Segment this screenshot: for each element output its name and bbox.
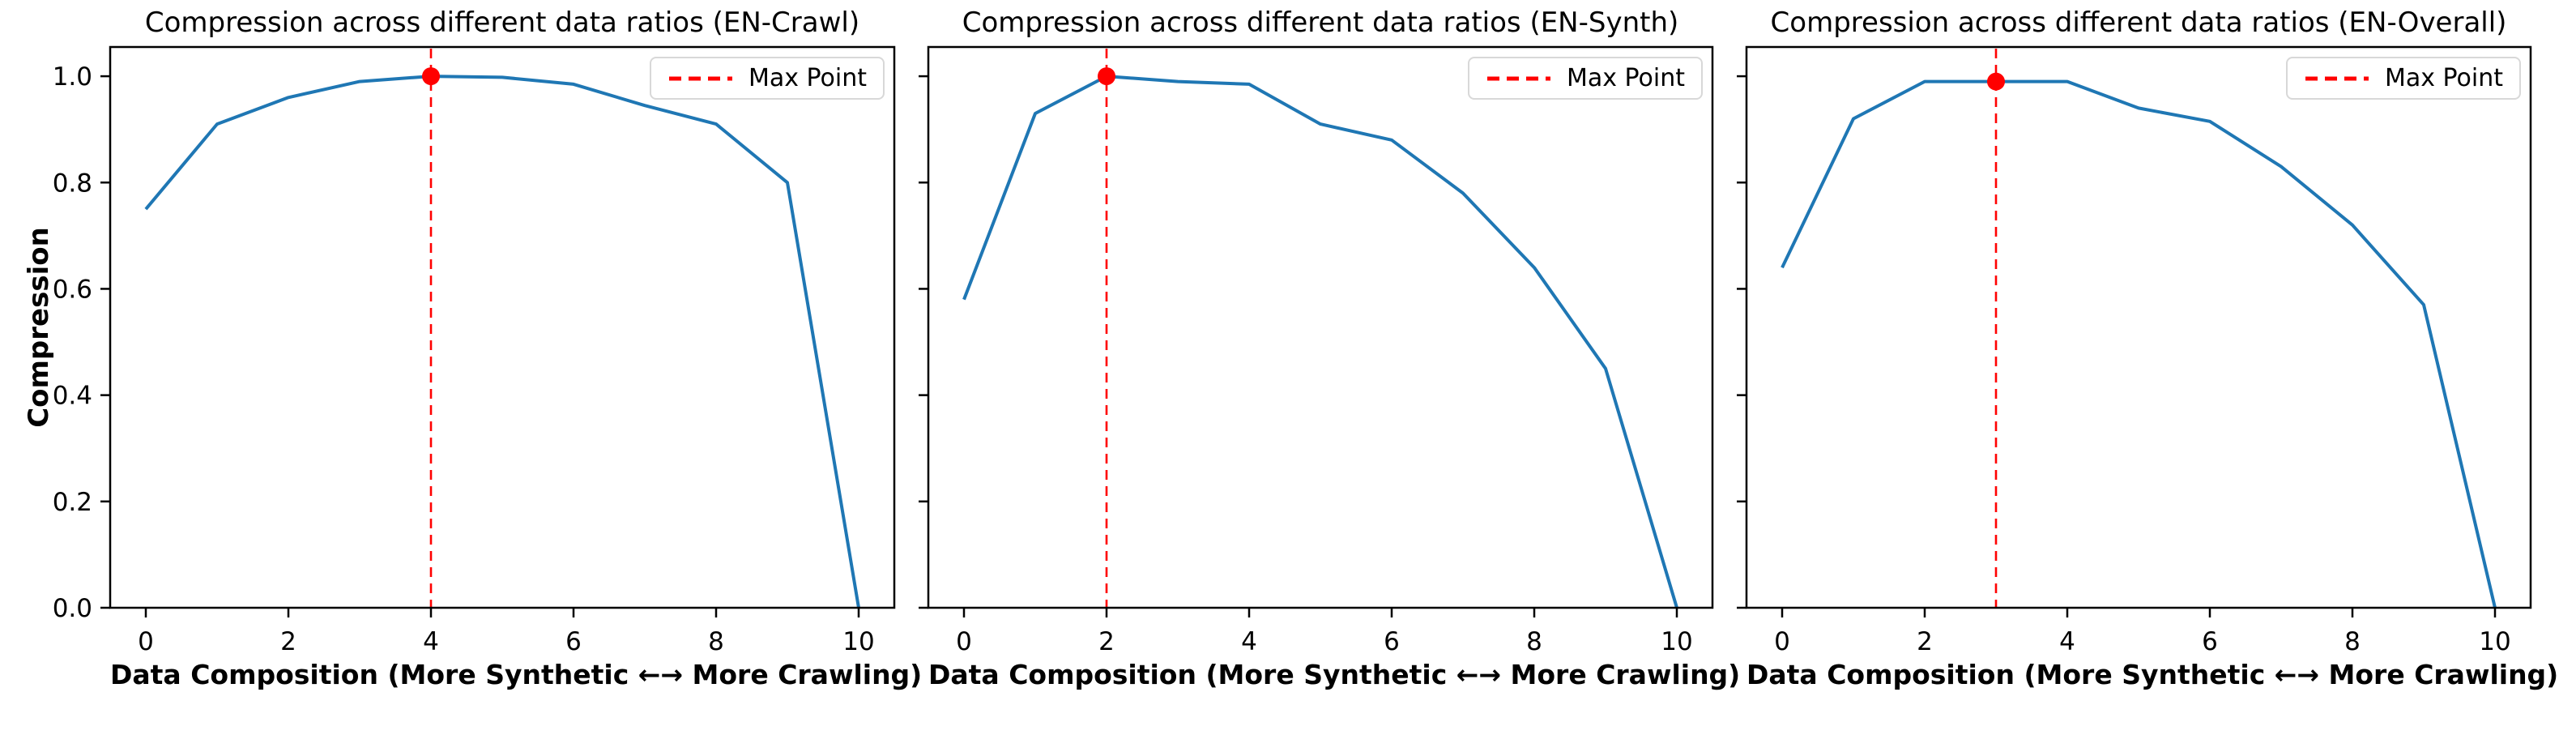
max-point-dash-icon <box>668 76 732 80</box>
y-tick-label: 0.2 <box>53 488 92 517</box>
plot-area-en-synth: Max Point <box>928 47 1712 608</box>
data-line <box>962 75 1678 609</box>
x-tick-label: 10 <box>2479 627 2510 656</box>
plot-area-en-crawl: Max Point <box>110 47 894 608</box>
legend-label: Max Point <box>1566 64 1685 92</box>
x-tick-label: 2 <box>1098 627 1115 656</box>
chart-0-group: 0 2 4 6 8 10 0.0 0.2 0.4 0.6 0.8 1.0 <box>53 45 896 656</box>
chart-title-en-overall: Compression across different data ratios… <box>1770 6 2507 39</box>
y-tick-label: 0.4 <box>53 382 92 411</box>
max-point-dash-icon <box>1486 76 1550 80</box>
y-tick-label: 0.8 <box>53 169 92 198</box>
x-tick-label: 8 <box>2344 627 2361 656</box>
x-tick-label: 2 <box>1917 627 1933 656</box>
plot-spines <box>1745 45 2532 609</box>
x-tick-label: 10 <box>842 627 874 656</box>
x-tick-label: 6 <box>1384 627 1400 656</box>
y-tick-label: 1.0 <box>53 62 92 92</box>
max-point-dash-icon <box>2305 76 2369 80</box>
max-point-marker <box>1098 67 1115 86</box>
x-tick-label: 8 <box>1526 627 1542 656</box>
y-tick-label: 0.0 <box>53 594 92 623</box>
x-tick-label: 8 <box>708 627 724 656</box>
chart-1-group: 0 2 4 6 8 10 <box>919 45 1714 656</box>
plot-spines <box>927 45 1714 609</box>
chart-title-en-crawl: Compression across different data ratios… <box>144 6 860 39</box>
max-point-marker <box>422 67 440 86</box>
x-tick-label: 4 <box>423 627 439 656</box>
y-axis-label: Compression <box>23 227 55 428</box>
data-line <box>1781 79 2497 609</box>
legend-label: Max Point <box>748 64 867 92</box>
x-tick-label: 6 <box>2202 627 2218 656</box>
x-tick-label: 4 <box>2059 627 2075 656</box>
legend-en-synth: Max Point <box>1467 57 1703 100</box>
legend-en-overall: Max Point <box>2285 57 2521 100</box>
x-axis-label-en-crawl: Data Composition (More Synthetic ←→ More… <box>110 659 923 690</box>
chart-2-group: 0 2 4 6 8 10 <box>1737 45 2532 656</box>
y-tick-label: 0.6 <box>53 275 92 304</box>
x-tick-label: 4 <box>1241 627 1257 656</box>
chart-title-en-synth: Compression across different data ratios… <box>962 6 1679 39</box>
x-tick-label: 10 <box>1661 627 1692 656</box>
x-axis-label-en-synth: Data Composition (More Synthetic ←→ More… <box>928 659 1741 690</box>
x-tick-label: 6 <box>565 627 582 656</box>
x-tick-label: 0 <box>138 627 154 656</box>
data-line <box>144 75 860 609</box>
x-tick-label: 2 <box>280 627 296 656</box>
plot-area-en-overall: Max Point <box>1746 47 2531 608</box>
legend-label: Max Point <box>2384 64 2503 92</box>
legend-en-crawl: Max Point <box>649 57 885 100</box>
x-axis-label-en-overall: Data Composition (More Synthetic ←→ More… <box>1746 659 2559 690</box>
max-point-marker <box>1987 72 2005 91</box>
plot-spines <box>109 45 896 609</box>
x-tick-label: 0 <box>1774 627 1790 656</box>
x-tick-label: 0 <box>956 627 972 656</box>
